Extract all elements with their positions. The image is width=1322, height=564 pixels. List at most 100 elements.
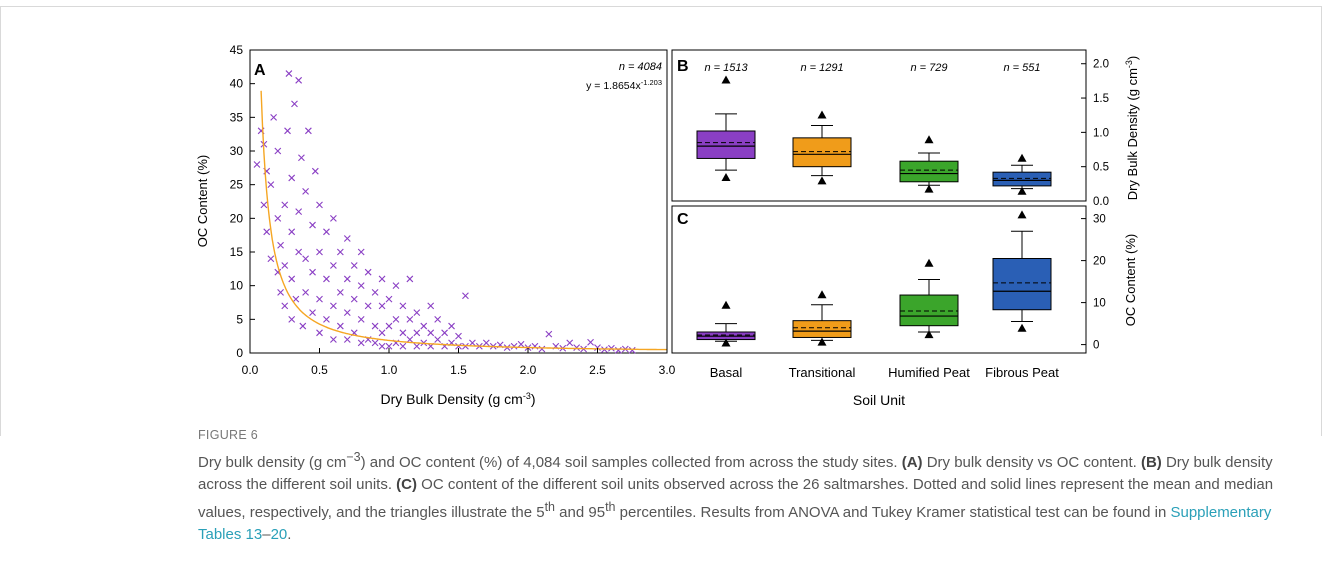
panel-a-y-axis-label: OC Content (%) [195,155,210,247]
panel-a-letter: A [254,62,266,79]
panel-a-equation: y = 1.8654x-1.203 [586,78,662,92]
y-tick-label: 5 [236,312,243,326]
panel-c-y-ticks: 0 10 20 30 [1081,214,1106,352]
data-point [336,322,344,330]
data-point [538,345,546,353]
data-point [350,262,358,269]
box-transitional [792,290,852,346]
iqr-box [792,320,852,338]
box-humified-peat [899,135,959,193]
data-point [413,309,421,316]
percentile-95-marker [817,290,827,299]
panel-c-boxes [696,210,1052,347]
panel-a-x-axis-label: Dry Bulk Density (g cm-3) [380,391,535,407]
y-tick-label: 0 [236,346,243,360]
data-point [304,127,312,135]
data-point [399,329,407,337]
data-point [288,275,296,283]
y-tick-label: 20 [230,211,244,225]
supplementary-tables-link[interactable]: Supplementary Tables 13 [198,504,1272,543]
y-tick-label: 10 [1093,298,1106,310]
box-basal [696,75,756,181]
data-point [378,329,386,337]
data-point [406,275,414,283]
x-tick-label: 0.0 [242,363,259,377]
data-point [281,302,289,310]
data-point [413,329,421,337]
data-point [260,201,268,209]
data-point [482,339,490,347]
percentile-95-marker [1017,210,1027,219]
percentile-5-marker [1017,323,1027,332]
data-point [288,228,296,236]
box-basal [696,300,756,347]
y-tick-label: 25 [230,178,244,192]
figure-6-charts: 0 5 10 15 20 25 30 35 40 45 0.0 0.5 1.0 1.5 2.0 2.5 3.0… [195,43,1140,408]
data-point [295,208,303,215]
percentile-5-marker [1017,186,1027,195]
data-point [357,339,365,347]
figure-caption-block: FIGURE 6 Dry bulk density (g cm−3) and O… [198,428,1298,546]
data-point [281,262,289,269]
data-point [316,201,323,209]
y-tick-label: 0.5 [1093,162,1109,174]
data-point [343,336,351,343]
data-point [299,322,307,330]
data-point [281,201,289,209]
data-point [263,228,271,236]
data-point [413,342,421,350]
data-point [316,248,323,256]
data-point [455,332,462,340]
data-point [309,221,316,229]
data-point [462,292,469,300]
panel-b-boxes [696,75,1052,195]
panel-a-x-ticks: 0.0 0.5 1.0 1.5 2.0 2.5 3.0 [242,348,676,377]
data-point [270,113,278,121]
panel-c-category-labels: Basal Transitional Humified Peat Fibrous Pe… [710,365,1060,380]
box-humified-peat [899,258,959,339]
panel-b-y-ticks: 0.0 0.5 1.0 1.5 2.0 [1081,59,1109,208]
iqr-box [899,294,959,327]
supplementary-table-20-link[interactable]: 20 [270,526,288,543]
data-point [295,248,303,256]
figure-top-border [0,6,1322,7]
panel-b-frame [671,49,1087,202]
data-point [302,289,309,296]
data-point [267,255,275,263]
data-point [302,188,309,195]
data-point [302,255,309,263]
data-point [469,339,476,347]
data-point [284,127,291,135]
y-tick-label: 1.5 [1093,93,1109,105]
y-tick-label: 2.0 [1093,59,1109,71]
percentile-95-marker [1017,153,1027,162]
data-point [371,289,379,296]
data-point [427,329,435,337]
data-point [441,329,448,337]
data-point [378,275,386,283]
data-point [434,315,442,323]
data-point [448,322,455,330]
panel-a-points [253,70,636,354]
x-tick-label: 2.5 [589,363,606,377]
iqr-box [992,171,1052,187]
data-point [434,336,442,343]
n-label: n = 551 [1003,62,1040,74]
panel-a-fit-curve [260,90,668,351]
data-point [385,342,393,350]
data-point [357,282,365,290]
data-point [399,302,407,310]
box-fibrous-peat [992,153,1052,195]
category-label: Humified Peat [888,365,970,380]
data-point [614,346,622,354]
data-point [385,295,393,303]
n-label: n = 1513 [704,62,748,74]
data-point [316,295,323,303]
x-tick-label: 3.0 [659,363,676,377]
data-point [357,315,365,323]
data-point [608,344,615,352]
panel-c-frame [671,205,1087,354]
percentile-5-marker [817,176,827,185]
data-point [364,268,372,276]
data-point [288,174,296,182]
